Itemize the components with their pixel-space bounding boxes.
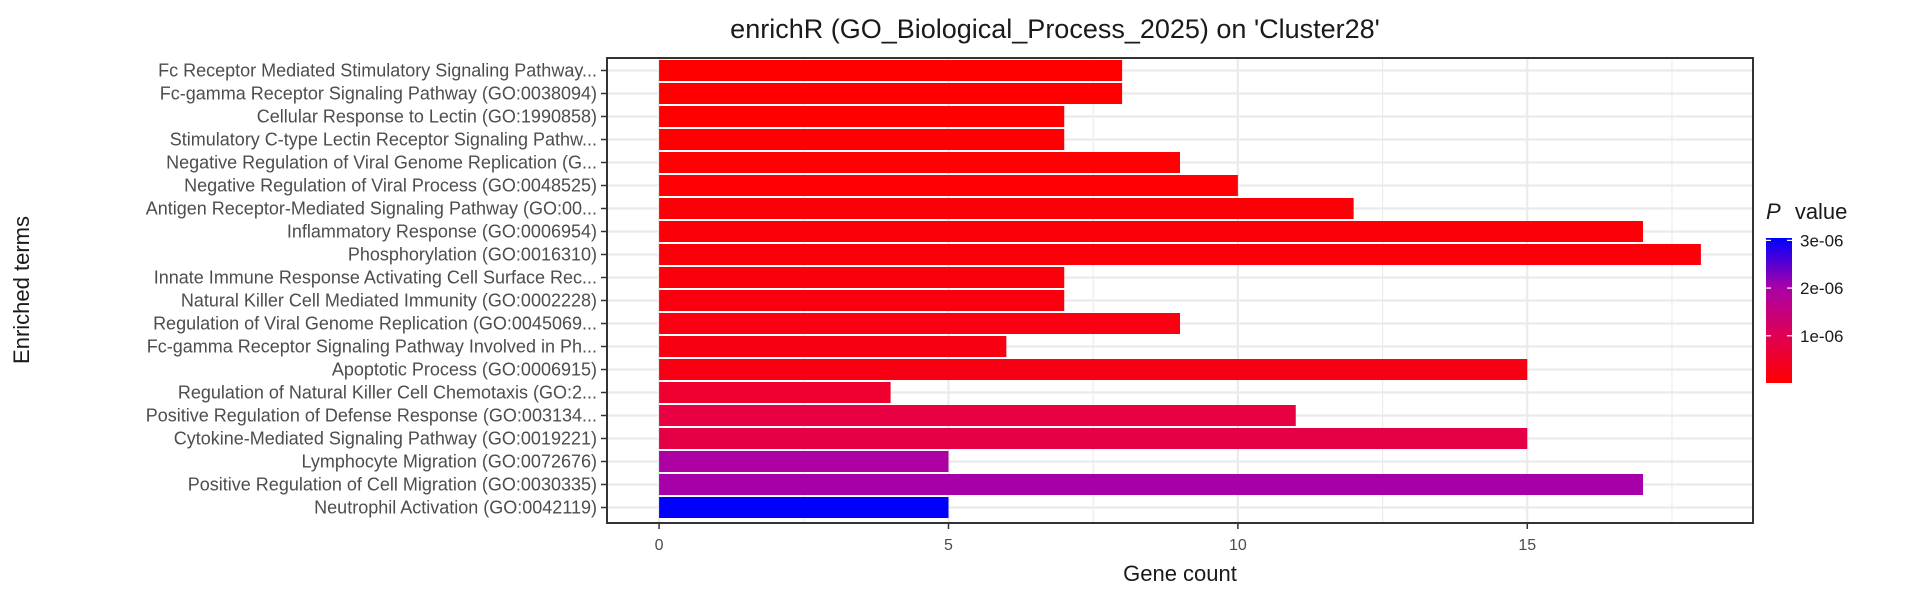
bar	[659, 451, 949, 472]
bar	[659, 221, 1644, 242]
bar	[659, 474, 1644, 495]
bars	[659, 60, 1701, 518]
term-label: Negative Regulation of Viral Genome Repl…	[166, 153, 597, 173]
term-label: Positive Regulation of Defense Response …	[146, 406, 597, 426]
x-tick-label: 10	[1229, 537, 1247, 554]
legend-colorbar	[1766, 238, 1792, 383]
term-label: Lymphocyte Migration (GO:0072676)	[302, 452, 597, 472]
legend-tick-label: 3e-06	[1800, 231, 1843, 250]
term-label: Apoptotic Process (GO:0006915)	[332, 360, 597, 380]
term-label: Regulation of Viral Genome Replication (…	[153, 314, 597, 334]
bar	[659, 198, 1354, 219]
legend-tick-label: 1e-06	[1800, 327, 1843, 346]
term-label: Cellular Response to Lectin (GO:1990858)	[257, 107, 597, 127]
bar	[659, 313, 1180, 334]
bar	[659, 267, 1065, 288]
x-tick-label: 15	[1518, 537, 1536, 554]
x-tick-label: 5	[944, 537, 953, 554]
legend-title-rest: value	[1795, 199, 1848, 224]
legend: P value 3e-06 2e-06 1e-06	[1766, 199, 1847, 383]
bar	[659, 106, 1065, 127]
bar	[659, 497, 949, 518]
bar	[659, 244, 1701, 265]
term-label: Natural Killer Cell Mediated Immunity (G…	[181, 291, 597, 311]
bar	[659, 428, 1528, 449]
term-label: Negative Regulation of Viral Process (GO…	[184, 176, 597, 196]
legend-title: P value	[1766, 199, 1847, 224]
legend-tick-label: 2e-06	[1800, 279, 1843, 298]
legend-title-italic: P	[1766, 199, 1781, 224]
term-label: Fc Receptor Mediated Stimulatory Signali…	[158, 61, 597, 81]
y-axis-title: Enriched terms	[9, 216, 34, 364]
term-label: Cytokine-Mediated Signaling Pathway (GO:…	[174, 429, 597, 449]
plot-panel-border	[606, 57, 1754, 524]
term-label: Positive Regulation of Cell Migration (G…	[188, 475, 597, 495]
bar	[659, 336, 1007, 357]
term-label: Innate Immune Response Activating Cell S…	[154, 268, 597, 288]
bar	[659, 382, 891, 403]
legend-ticks: 3e-06 2e-06 1e-06	[1766, 231, 1843, 346]
bar	[659, 405, 1296, 426]
x-axis-title: Gene count	[1123, 561, 1237, 586]
bar	[659, 83, 1123, 104]
bar	[659, 152, 1180, 173]
bar	[659, 290, 1065, 311]
bar	[659, 359, 1528, 380]
term-label: Inflammatory Response (GO:0006954)	[287, 222, 597, 242]
term-label: Fc-gamma Receptor Signaling Pathway Invo…	[147, 337, 597, 357]
term-label: Phosphorylation (GO:0016310)	[348, 245, 597, 265]
bar	[659, 60, 1123, 81]
chart-title: enrichR (GO_Biological_Process_2025) on …	[730, 14, 1380, 44]
term-label: Stimulatory C-type Lectin Receptor Signa…	[170, 130, 597, 150]
x-axis-ticks: 0 5 10 15	[655, 523, 1536, 554]
y-axis-labels: Fc Receptor Mediated Stimulatory Signali…	[146, 61, 607, 518]
bar	[659, 175, 1238, 196]
x-tick-label: 0	[655, 537, 664, 554]
term-label: Antigen Receptor-Mediated Signaling Path…	[146, 199, 597, 219]
term-label: Fc-gamma Receptor Signaling Pathway (GO:…	[160, 84, 597, 104]
term-label: Neutrophil Activation (GO:0042119)	[314, 498, 597, 518]
bar	[659, 129, 1065, 150]
term-label: Regulation of Natural Killer Cell Chemot…	[178, 383, 597, 403]
